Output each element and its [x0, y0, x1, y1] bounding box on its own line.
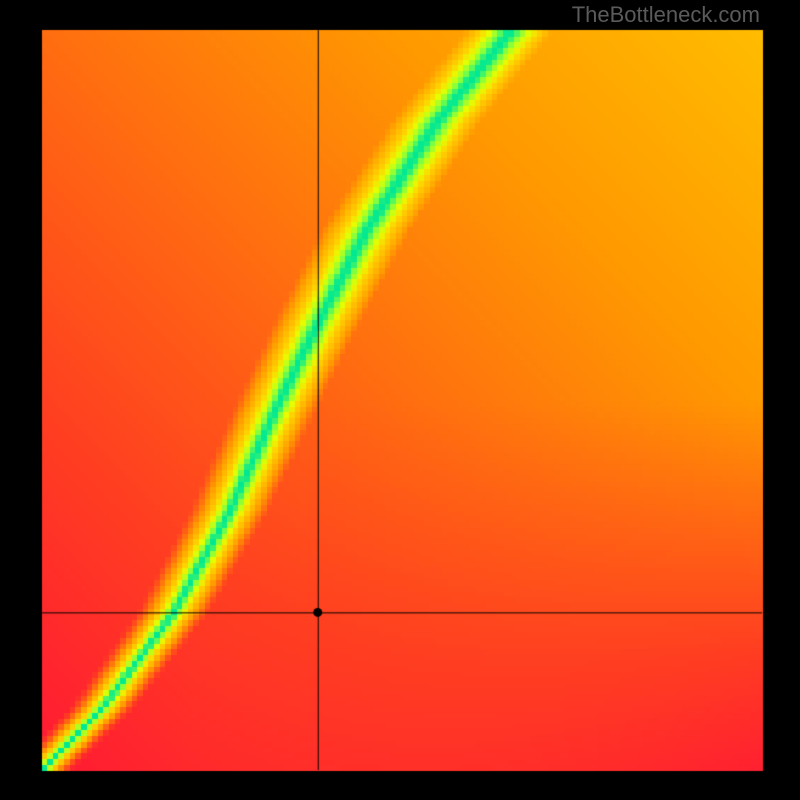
crosshair-overlay: [0, 0, 800, 800]
chart-container: TheBottleneck.com: [0, 0, 800, 800]
watermark-text: TheBottleneck.com: [572, 2, 760, 28]
